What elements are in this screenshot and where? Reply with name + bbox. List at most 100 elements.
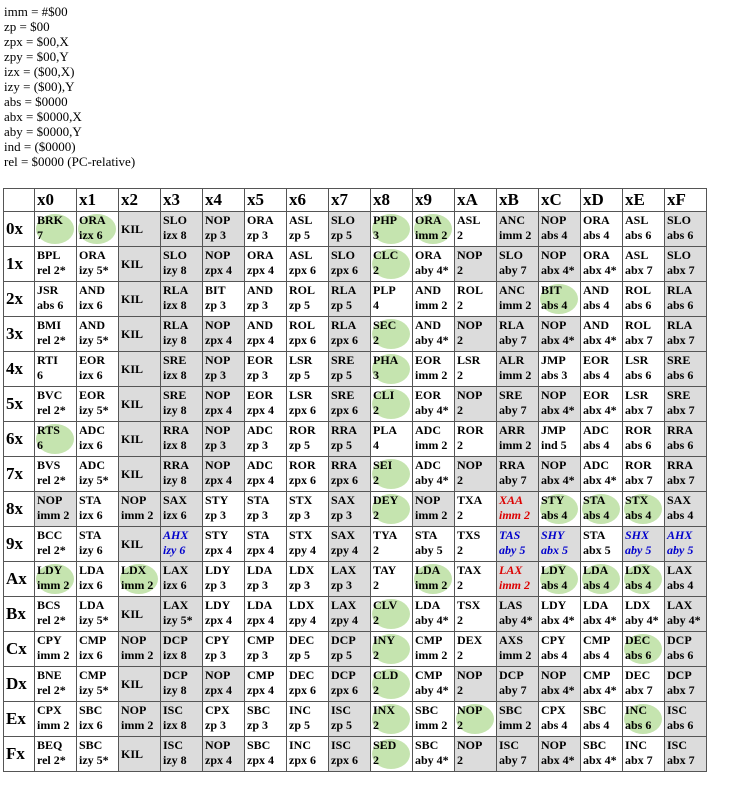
opcode-mnemonic: ORA bbox=[583, 213, 610, 227]
opcode-mnemonic: STY bbox=[205, 528, 229, 542]
opcode-cell: NOP 2 bbox=[454, 386, 497, 422]
opcode-cell: ORA izx 6 bbox=[76, 211, 119, 247]
opcode-mode-cycles: izy 5* bbox=[79, 613, 109, 627]
opcode-mnemonic: NOP bbox=[541, 318, 567, 332]
opcode-mnemonic: STA bbox=[79, 528, 102, 542]
opcode-cell: RRA abx 7 bbox=[664, 456, 707, 492]
opcode-mnemonic: EOR bbox=[247, 353, 274, 367]
opcode-mnemonic: RRA bbox=[331, 423, 357, 437]
opcode-mode-cycles: imm 2 bbox=[37, 718, 70, 732]
opcode-mode-cycles: 2 bbox=[373, 473, 379, 487]
opcode-cell: KIL bbox=[118, 281, 161, 317]
opcode-mode-cycles: izx 6 bbox=[79, 578, 103, 592]
opcode-mode-cycles: 2 bbox=[373, 613, 379, 627]
opcode-mnemonic: BRK bbox=[37, 213, 64, 227]
opcode-mode-cycles: abx 4* bbox=[583, 683, 617, 697]
opcode-cell: DCP zpx 6 bbox=[328, 666, 371, 702]
opcode-cell: LAX abs 4 bbox=[664, 561, 707, 597]
opcode-mode-cycles: zpx 6 bbox=[331, 263, 358, 277]
opcode-mode-cycles: aby 4* bbox=[415, 263, 449, 277]
opcode-mode-cycles: zp 3 bbox=[247, 298, 268, 312]
opcode-mnemonic: LDX bbox=[121, 563, 147, 577]
opcode-cell: CPX zp 3 bbox=[202, 701, 245, 737]
opcode-mnemonic: RRA bbox=[331, 458, 357, 472]
opcode-mode-cycles: 2 bbox=[457, 718, 463, 732]
opcode-mnemonic: RRA bbox=[667, 423, 693, 437]
row-header: 5x bbox=[3, 386, 35, 422]
opcode-cell: CLV 2 bbox=[370, 596, 413, 632]
opcode-cell: DCP zp 5 bbox=[328, 631, 371, 667]
opcode-mnemonic: NOP bbox=[457, 703, 483, 717]
opcode-cell: KIL bbox=[118, 386, 161, 422]
opcode-cell: BEQ rel 2* bbox=[34, 736, 77, 772]
opcode-cell: LDX zp 3 bbox=[286, 561, 329, 597]
opcode-mode-cycles: imm 2 bbox=[121, 718, 154, 732]
opcode-mnemonic: SAX bbox=[331, 528, 356, 542]
opcode-cell: ISC izy 8 bbox=[160, 736, 203, 772]
opcode-cell: EOR zpx 4 bbox=[244, 386, 287, 422]
opcode-mode-cycles: aby 7 bbox=[499, 333, 527, 347]
opcode-cell: INC abx 7 bbox=[622, 736, 665, 772]
legend-line: zpy = $00,Y bbox=[4, 49, 69, 64]
opcode-cell: KIL bbox=[118, 351, 161, 387]
opcode-cell: ISC abs 6 bbox=[664, 701, 707, 737]
opcode-cell: ORA imm 2 bbox=[412, 211, 455, 247]
opcode-mnemonic: LDA bbox=[247, 563, 273, 577]
opcode-mode-cycles: 2 bbox=[457, 648, 463, 662]
opcode-cell: AXS imm 2 bbox=[496, 631, 539, 667]
opcode-mnemonic: SEC bbox=[373, 318, 397, 332]
opcode-cell: SBC abs 4 bbox=[580, 701, 623, 737]
opcode-cell: SBC izy 5* bbox=[76, 736, 119, 772]
opcode-mnemonic: DCP bbox=[163, 668, 188, 682]
legend-line: zp = $00 bbox=[4, 19, 50, 34]
highlight-mark bbox=[372, 319, 410, 349]
opcode-mode-cycles: zpx 4 bbox=[247, 263, 274, 277]
opcode-cell: BVS rel 2* bbox=[34, 456, 77, 492]
opcode-mode-cycles: 7 bbox=[37, 228, 43, 242]
opcode-mode-cycles: abx 4* bbox=[541, 333, 575, 347]
opcode-mnemonic: SBC bbox=[247, 703, 271, 717]
opcode-mnemonic: KIL bbox=[121, 222, 144, 236]
opcode-mnemonic: NOP bbox=[205, 738, 231, 752]
opcode-mode-cycles: izy 5* bbox=[79, 473, 109, 487]
opcode-mnemonic: RLA bbox=[163, 283, 189, 297]
opcode-mnemonic: KIL bbox=[121, 537, 144, 551]
opcode-cell: SBC izx 6 bbox=[76, 701, 119, 737]
opcode-mode-cycles: 2 bbox=[457, 578, 463, 592]
opcode-mode-cycles: abs 4 bbox=[541, 298, 568, 312]
opcode-mnemonic: INC bbox=[625, 738, 648, 752]
opcode-cell: STY abs 4 bbox=[538, 491, 581, 527]
opcode-mnemonic: AND bbox=[247, 318, 273, 332]
opcode-cell: NOP abx 4* bbox=[538, 316, 581, 352]
opcode-cell: STA zp 3 bbox=[244, 491, 287, 527]
opcode-cell: STX zp 3 bbox=[286, 491, 329, 527]
opcode-cell: LAX izy 5* bbox=[160, 596, 203, 632]
opcode-mnemonic: NOP bbox=[121, 633, 147, 647]
opcode-mnemonic: DCP bbox=[331, 633, 356, 647]
opcode-mnemonic: ISC bbox=[163, 703, 184, 717]
opcode-mnemonic: NOP bbox=[415, 493, 441, 507]
legend-line: abx = $0000,X bbox=[4, 109, 82, 124]
opcode-cell: BVC rel 2* bbox=[34, 386, 77, 422]
opcode-cell: LDA zp 3 bbox=[244, 561, 287, 597]
opcode-mode-cycles: imm 2 bbox=[499, 438, 532, 452]
opcode-mode-cycles: 2 bbox=[457, 438, 463, 452]
opcode-cell: PLP 4 bbox=[370, 281, 413, 317]
opcode-mode-cycles: zp 5 bbox=[289, 368, 310, 382]
opcode-cell: SBC aby 4* bbox=[412, 736, 455, 772]
column-header: x8 bbox=[370, 188, 413, 212]
opcode-mode-cycles: abx 4* bbox=[541, 403, 575, 417]
opcode-mode-cycles: zpx 4 bbox=[247, 683, 274, 697]
opcode-mnemonic: ROL bbox=[625, 318, 652, 332]
opcode-mnemonic: LDX bbox=[289, 598, 315, 612]
opcode-mnemonic: TAX bbox=[457, 563, 482, 577]
opcode-mnemonic: CPY bbox=[205, 633, 230, 647]
opcode-mnemonic: ORA bbox=[79, 248, 106, 262]
opcode-mnemonic: ANC bbox=[499, 283, 525, 297]
opcode-mnemonic: ARR bbox=[499, 423, 525, 437]
opcode-mnemonic: EOR bbox=[583, 388, 610, 402]
opcode-cell: SLO zp 5 bbox=[328, 211, 371, 247]
opcode-cell: BRK 7 bbox=[34, 211, 77, 247]
opcode-mode-cycles: zp 3 bbox=[331, 508, 352, 522]
